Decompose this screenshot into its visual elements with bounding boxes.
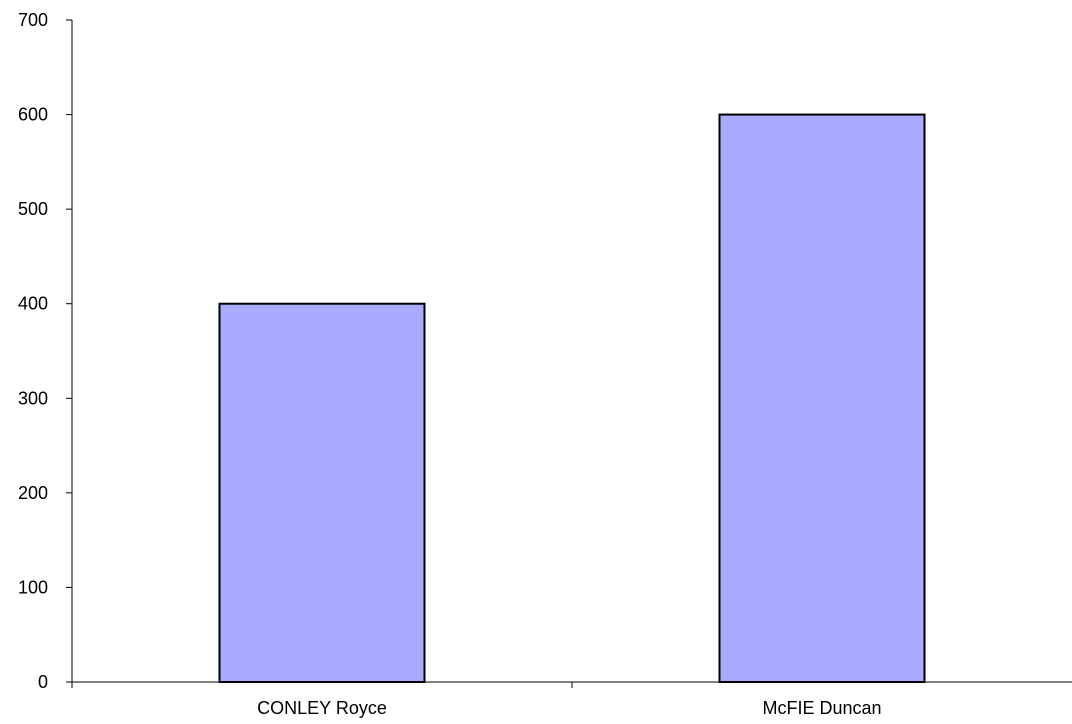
x-tick-label: McFIE Duncan: [762, 698, 881, 718]
y-tick-label: 100: [18, 577, 48, 597]
bars: [218, 113, 926, 684]
x-axis-ticks: CONLEY Royce McFIE Duncan: [71, 682, 882, 718]
y-tick-label: 700: [18, 10, 48, 30]
y-tick-label: 200: [18, 483, 48, 503]
y-axis-ticks: 0 100 200 300 400 500 600 700: [18, 10, 72, 692]
bar-1: [218, 302, 426, 683]
x-tick-label: CONLEY Royce: [257, 698, 387, 718]
y-tick-label: 300: [18, 388, 48, 408]
y-tick-label: 400: [18, 294, 48, 314]
y-tick-label: 0: [38, 672, 48, 692]
bar-2: [718, 113, 926, 684]
y-tick-label: 600: [18, 105, 48, 125]
y-tick-label: 500: [18, 199, 48, 219]
